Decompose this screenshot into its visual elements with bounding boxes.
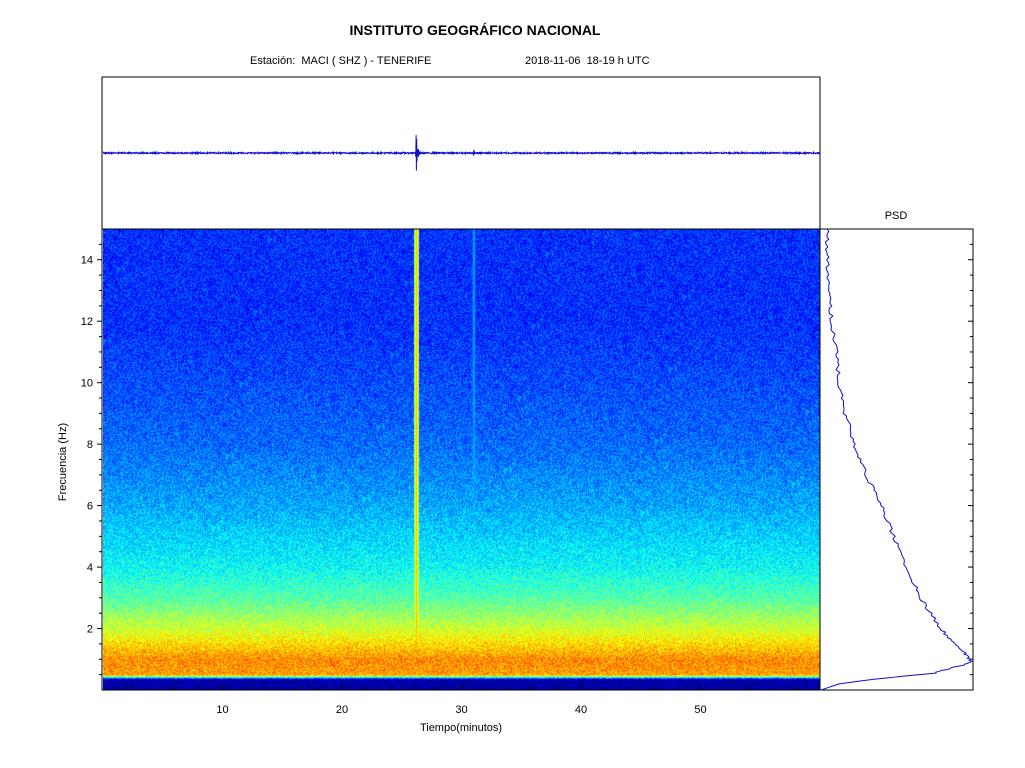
psd-line [820,228,973,691]
y-tick-label: 4 [87,562,93,574]
y-tick-label: 10 [81,378,93,390]
x-tick-label: 20 [336,704,348,716]
chart-title: INSTITUTO GEOGRÁFICO NACIONAL [349,22,601,38]
x-tick-label: 30 [455,704,467,716]
psd-ticks [968,243,973,676]
psd-frame [819,228,974,691]
spectrogram-image [103,229,820,690]
station-label: Estación: MACI ( SHZ ) - TENERIFE [250,55,432,67]
psd-title: PSD [885,210,908,222]
x-tick-label: 50 [694,704,706,716]
y-tick-label: 6 [87,501,93,513]
seismogram-panel [101,76,821,230]
y-tick-label: 12 [81,316,93,328]
y-axis-label: Frecuencia (Hz) [57,423,69,501]
spectrogram-axes: 10 20 30 40 50 2 4 6 8 10 12 14 [81,243,797,716]
date-label: 2018-11-06 18-19 h UTC [525,55,650,67]
seismogram-trace [102,135,821,171]
y-tick-label: 8 [87,439,93,451]
x-tick-label: 40 [575,704,587,716]
y-tick-label: 14 [81,255,93,267]
x-axis-label: Tiempo(minutos) [420,722,502,734]
y-tick-label: 2 [87,624,93,636]
spectrogram-panel: 10 20 30 40 50 2 4 6 8 10 12 14 Tiempo(minutos) Fre… [57,228,821,734]
x-tick-label: 10 [216,704,228,716]
psd-panel: PSD [819,210,974,691]
